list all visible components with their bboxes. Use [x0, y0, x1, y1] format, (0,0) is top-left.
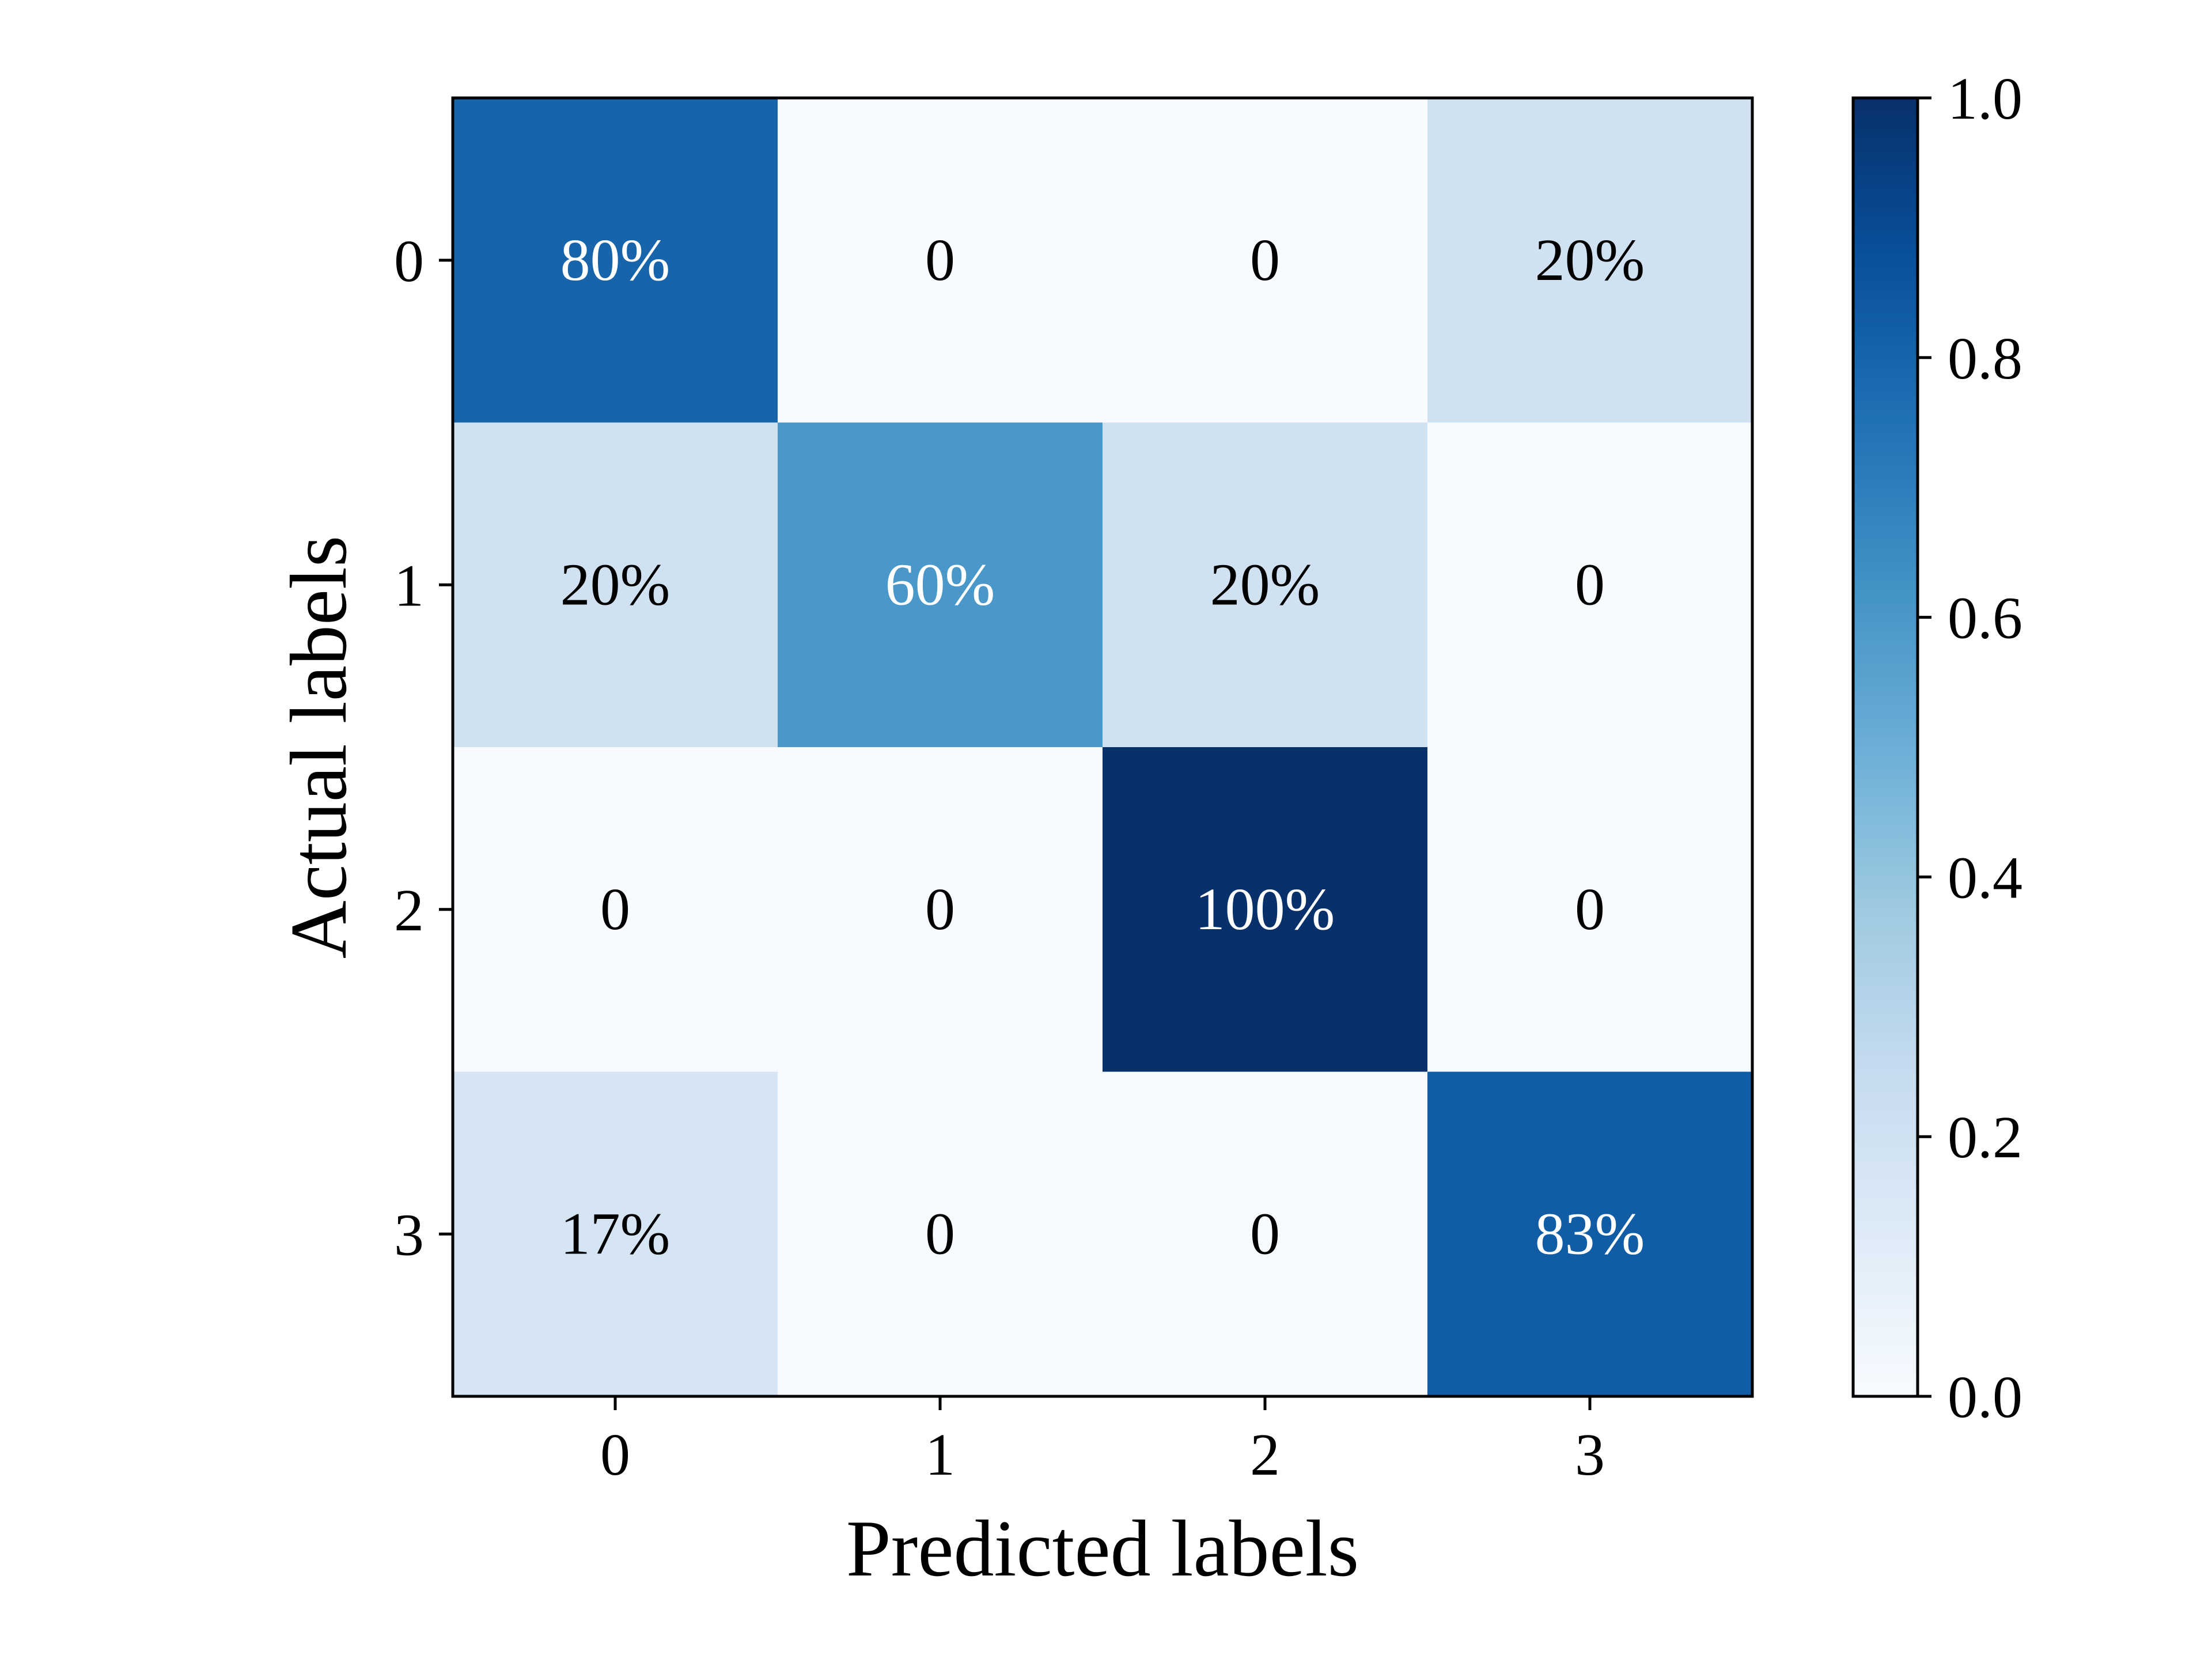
x-axis-ticks: 0 1 2 3 [600, 1396, 1605, 1488]
y-tick-label-2: 2 [394, 877, 424, 944]
cell-label-1-1: 60% [885, 551, 995, 618]
y-tick-label-0: 0 [394, 228, 424, 294]
heatmap-cell-2-3 [1427, 747, 1753, 1072]
heatmap-cell-labels: 80% 0 0 20% 20% 60% 20% 0 0 0 100% 0 17% 0 0 83% [560, 227, 1645, 1267]
heatmap-cell-0-1 [778, 98, 1103, 423]
colorbar-tick-label-2: 0.4 [1948, 844, 2022, 911]
heatmap-cell-0-0 [453, 98, 778, 423]
cell-label-1-3: 0 [1575, 551, 1605, 618]
colorbar-tick-label-0: 0.0 [1948, 1364, 2022, 1430]
plot-frame [451, 96, 1754, 1398]
heatmap-cells [453, 98, 1753, 1397]
cell-label-3-1: 0 [925, 1200, 955, 1267]
cell-label-3-0: 17% [560, 1200, 671, 1267]
cell-label-2-1: 0 [925, 876, 955, 942]
cell-label-3-2: 0 [1250, 1200, 1280, 1267]
heatmap-cell-1-1 [778, 422, 1103, 748]
y-tick-label-1: 1 [394, 552, 424, 619]
cell-label-0-1: 0 [925, 227, 955, 293]
cell-label-0-3: 20% [1535, 227, 1645, 293]
colorbar-tick-label-4: 0.8 [1948, 325, 2022, 392]
heatmap-cell-0-3 [1427, 98, 1753, 423]
y-tick-label-3: 3 [394, 1202, 424, 1268]
heatmap-cell-1-0 [453, 422, 778, 748]
heatmap-cell-2-1 [778, 747, 1103, 1072]
x-axis-label: Predicted labels [846, 1504, 1359, 1593]
heatmap-cell-3-2 [1103, 1071, 1428, 1397]
heatmap-cell-1-3 [1427, 422, 1753, 748]
cell-label-3-3: 83% [1535, 1200, 1645, 1267]
cell-label-2-0: 0 [600, 876, 630, 942]
x-tick-label-0: 0 [600, 1422, 630, 1488]
colorbar-tick-label-3: 0.6 [1948, 585, 2022, 652]
x-tick-label-3: 3 [1575, 1422, 1605, 1488]
cell-label-1-2: 20% [1210, 551, 1320, 618]
colorbar-tick-label-1: 0.2 [1948, 1104, 2022, 1171]
cell-label-2-2: 100% [1195, 876, 1335, 942]
heatmap-cell-3-1 [778, 1071, 1103, 1397]
y-axis-label: Actual labels [274, 536, 363, 959]
cell-label-1-0: 20% [560, 551, 671, 618]
heatmap-cell-3-3 [1427, 1071, 1753, 1397]
cell-label-0-0: 80% [560, 227, 671, 293]
cell-label-2-3: 0 [1575, 876, 1605, 942]
y-axis-ticks: 0 1 2 3 [394, 228, 453, 1268]
heatmap-cell-2-0 [453, 747, 778, 1072]
heatmap-cell-0-2 [1103, 98, 1428, 423]
colorbar-ticks: 0.0 0.2 0.4 0.6 0.8 1.0 [1918, 66, 2022, 1430]
colorbar-tick-label-5: 1.0 [1948, 66, 2022, 132]
heatmap-cell-2-2 [1103, 747, 1428, 1072]
x-tick-label-2: 2 [1250, 1422, 1280, 1488]
heatmap-cell-3-0 [453, 1071, 778, 1397]
heatmap-cell-1-2 [1103, 422, 1428, 748]
x-tick-label-1: 1 [925, 1422, 955, 1488]
cell-label-0-2: 0 [1250, 227, 1280, 293]
colorbar [1851, 96, 1919, 1398]
